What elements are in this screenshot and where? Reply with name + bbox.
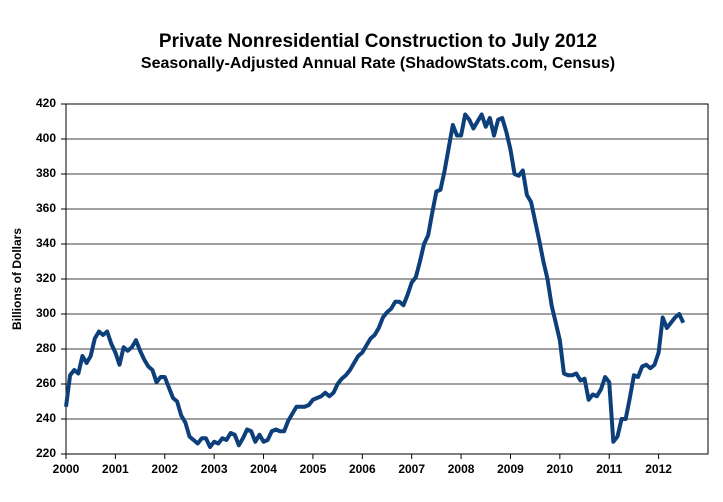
x-tick-label: 2000	[53, 462, 80, 476]
x-tick-label: 2009	[497, 462, 524, 476]
data-line	[64, 112, 686, 449]
chart-title: Private Nonresidential Construction to J…	[159, 31, 597, 52]
x-tick-label: 2002	[151, 462, 178, 476]
x-tick-label: 2012	[645, 462, 672, 476]
y-tick-label: 300	[36, 306, 56, 320]
y-tick-label: 380	[36, 166, 56, 180]
x-tick-label: 2001	[102, 462, 129, 476]
x-tick-label: 2004	[250, 462, 277, 476]
y-tick-label: 260	[36, 376, 56, 390]
plot-frame	[65, 103, 709, 455]
x-tick-label: 2005	[300, 462, 327, 476]
y-tick-label: 320	[36, 271, 56, 285]
y-tick-label: 220	[36, 446, 56, 460]
y-tick-label: 240	[36, 411, 56, 425]
y-tick-label: 280	[36, 341, 56, 355]
y-axis-label: Billions of Dollars	[10, 228, 24, 330]
chart-subtitle: Seasonally-Adjusted Annual Rate (ShadowS…	[141, 55, 615, 72]
x-tick-label: 2011	[596, 462, 622, 476]
y-tick-label: 340	[36, 236, 56, 250]
x-tick-label: 2007	[398, 462, 425, 476]
y-tick-label: 420	[36, 96, 56, 110]
y-tick-label: 360	[36, 201, 56, 215]
x-tick-label: 2010	[546, 462, 573, 476]
x-tick-label: 2006	[349, 462, 376, 476]
y-tick-label: 400	[36, 131, 56, 145]
x-tick-label: 2008	[448, 462, 475, 476]
x-tick-label: 2003	[201, 462, 228, 476]
